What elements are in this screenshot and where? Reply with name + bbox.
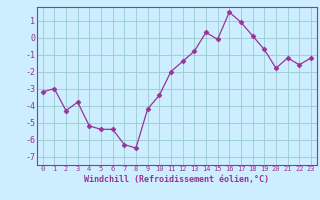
X-axis label: Windchill (Refroidissement éolien,°C): Windchill (Refroidissement éolien,°C) <box>84 175 269 184</box>
